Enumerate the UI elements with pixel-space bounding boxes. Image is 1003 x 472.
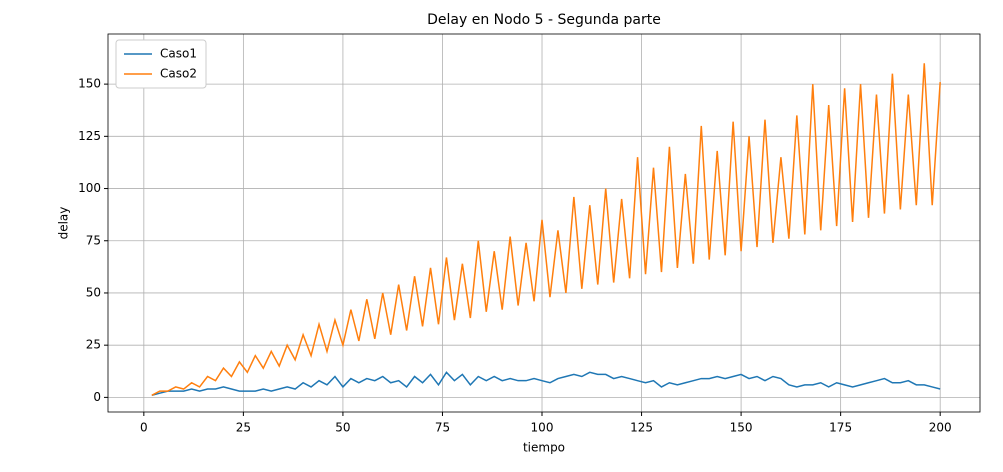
y-axis-label: delay bbox=[57, 207, 71, 240]
y-tick-label: 100 bbox=[78, 181, 101, 195]
x-tick-label: 75 bbox=[435, 421, 450, 435]
y-tick-label: 150 bbox=[78, 77, 101, 91]
y-tick-label: 50 bbox=[86, 285, 101, 299]
chart-title: Delay en Nodo 5 - Segunda parte bbox=[427, 12, 661, 28]
y-tick-label: 25 bbox=[86, 338, 101, 352]
x-axis-label: tiempo bbox=[523, 441, 565, 455]
x-tick-label: 0 bbox=[140, 421, 148, 435]
y-tick-label: 0 bbox=[93, 390, 101, 404]
series-line bbox=[151, 371, 941, 397]
x-tick-label: 100 bbox=[531, 421, 554, 435]
x-tick-label: 125 bbox=[630, 421, 653, 435]
x-tick-label: 200 bbox=[929, 421, 952, 435]
legend: Caso1 Caso2 bbox=[115, 39, 207, 89]
x-tick-label: 50 bbox=[335, 421, 350, 435]
x-tick-label: 150 bbox=[730, 421, 753, 435]
series-line bbox=[151, 63, 941, 396]
y-tick-label: 125 bbox=[78, 129, 101, 143]
legend-label: Caso1 bbox=[160, 47, 197, 61]
x-tick-label: 175 bbox=[829, 421, 852, 435]
y-tick-label: 75 bbox=[86, 233, 101, 247]
legend-label: Caso2 bbox=[160, 67, 197, 81]
legend-box bbox=[115, 39, 207, 89]
plot-frame bbox=[107, 33, 981, 413]
x-tick-label: 25 bbox=[236, 421, 251, 435]
